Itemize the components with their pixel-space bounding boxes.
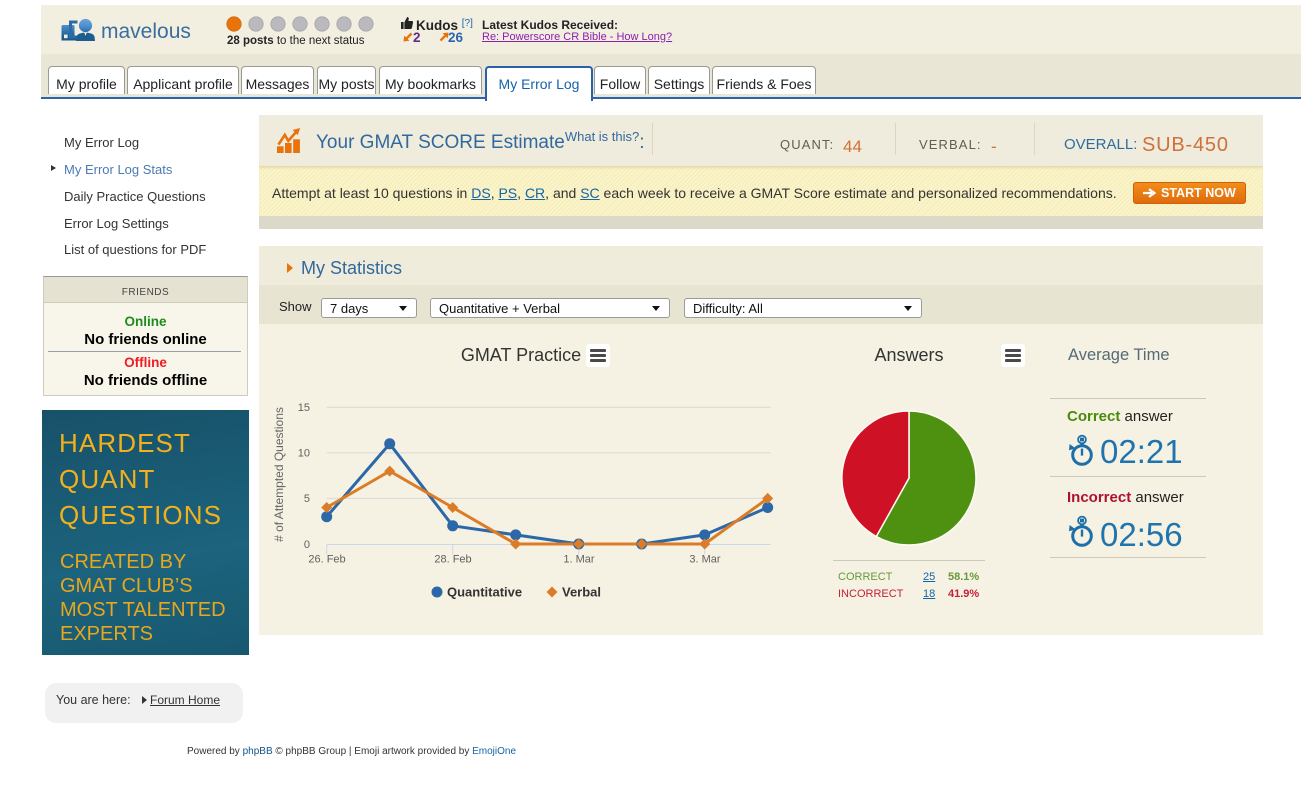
svg-text:Quantitative: Quantitative [447, 585, 522, 600]
svg-text:5: 5 [304, 493, 310, 505]
svg-text:0: 0 [304, 539, 310, 551]
svg-text:28. Feb: 28. Feb [434, 554, 471, 566]
svg-text:15: 15 [298, 402, 310, 414]
svg-text:# of Attempted Questions: # of Attempted Questions [272, 407, 286, 542]
svg-text:3. Mar: 3. Mar [689, 554, 721, 566]
svg-text:1. Mar: 1. Mar [563, 554, 595, 566]
svg-text:Verbal: Verbal [562, 585, 601, 600]
svg-text:26. Feb: 26. Feb [308, 554, 345, 566]
svg-text:10: 10 [298, 447, 310, 459]
